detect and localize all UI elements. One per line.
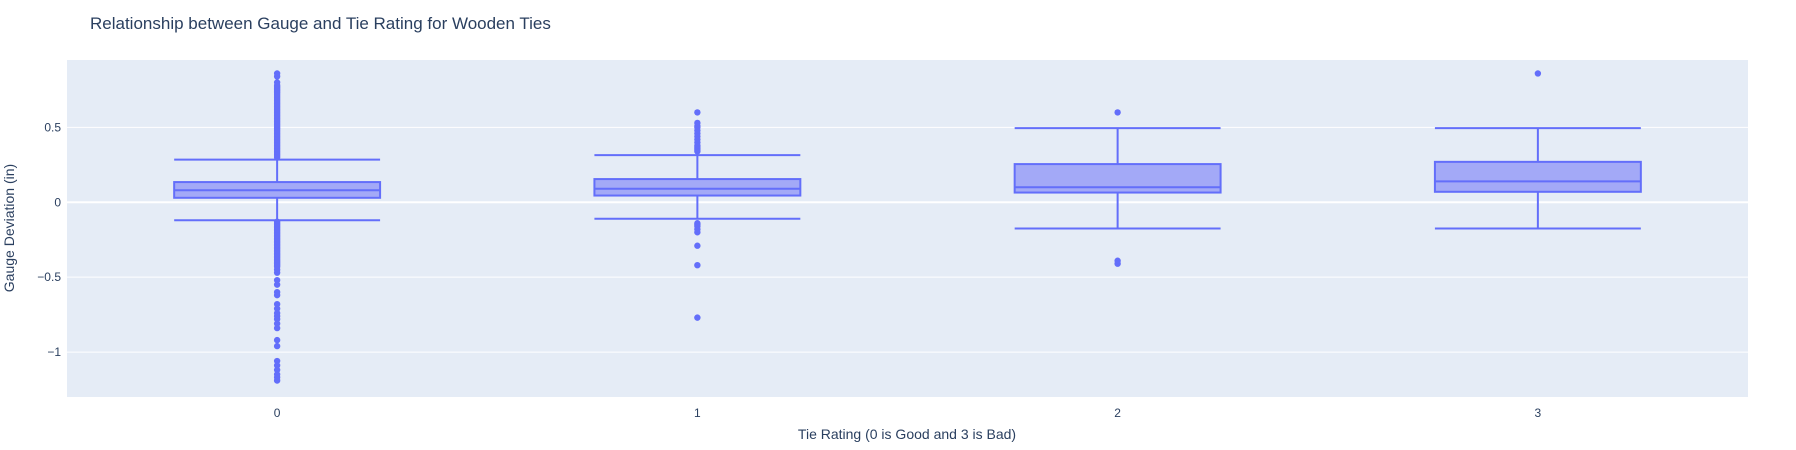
boxes	[173, 70, 1642, 384]
y-tick-label-1: −0.5	[37, 270, 61, 284]
box-3	[1433, 160, 1642, 193]
outlier-point-0-95	[273, 324, 281, 332]
box-group-3	[1433, 70, 1642, 230]
box-group-2	[1013, 109, 1222, 267]
chart-title: Relationship between Gauge and Tie Ratin…	[90, 14, 551, 33]
y-tick-label-2: 0	[54, 195, 61, 209]
outlier-point-2-2	[1114, 260, 1121, 267]
outlier-point-3-0	[1534, 70, 1542, 77]
x-tick-label-2: 2	[1114, 406, 1121, 420]
box-group-0	[173, 70, 382, 384]
outlier-point-0-86	[273, 281, 281, 288]
outlier-point-0-84	[273, 269, 281, 276]
x-tick-label-3: 3	[1535, 406, 1542, 420]
outlier-point-1-21	[694, 314, 701, 321]
outlier-point-1-20	[694, 261, 701, 269]
box-1	[593, 178, 802, 197]
x-tick-label-0: 0	[274, 406, 281, 420]
outlier-point-0-103	[273, 377, 281, 384]
y-axis-label: Gauge Deviation (in)	[1, 164, 17, 292]
outlier-point-0-100	[273, 366, 281, 374]
outlier-point-1-18	[694, 229, 701, 236]
outlier-point-1-19	[694, 242, 701, 249]
outlier-point-0-89	[273, 300, 281, 308]
outlier-point-0-90	[273, 305, 281, 312]
outlier-point-2-0	[1114, 109, 1121, 116]
outlier-point-0-94	[273, 320, 281, 327]
outlier-point-0-98	[273, 357, 281, 365]
x-tick-label-1: 1	[694, 406, 701, 420]
y-tick-labels: −1 −0.5 0 0.5	[37, 120, 61, 359]
y-tick-label-0: −1	[47, 345, 61, 359]
outlier-point-1-0	[694, 109, 701, 116]
box-group-1	[593, 109, 802, 321]
outlier-point-0-51	[273, 154, 281, 161]
y-tick-label-3: 0.5	[44, 120, 61, 134]
outlier-point-0-96	[273, 336, 281, 344]
grid-lines	[67, 126, 1748, 353]
outlier-point-0-97	[273, 342, 281, 350]
outlier-point-0-93	[273, 315, 281, 323]
outlier-point-0-85	[273, 276, 281, 284]
outlier-point-0-99	[273, 362, 281, 369]
outlier-point-0-1	[273, 73, 281, 80]
outlier-point-1-13	[694, 148, 701, 155]
x-tick-labels: 0 1 2 3	[274, 406, 1542, 420]
outlier-point-0-88	[273, 291, 281, 299]
x-axis-label: Tie Rating (0 is Good and 3 is Bad)	[798, 426, 1016, 442]
